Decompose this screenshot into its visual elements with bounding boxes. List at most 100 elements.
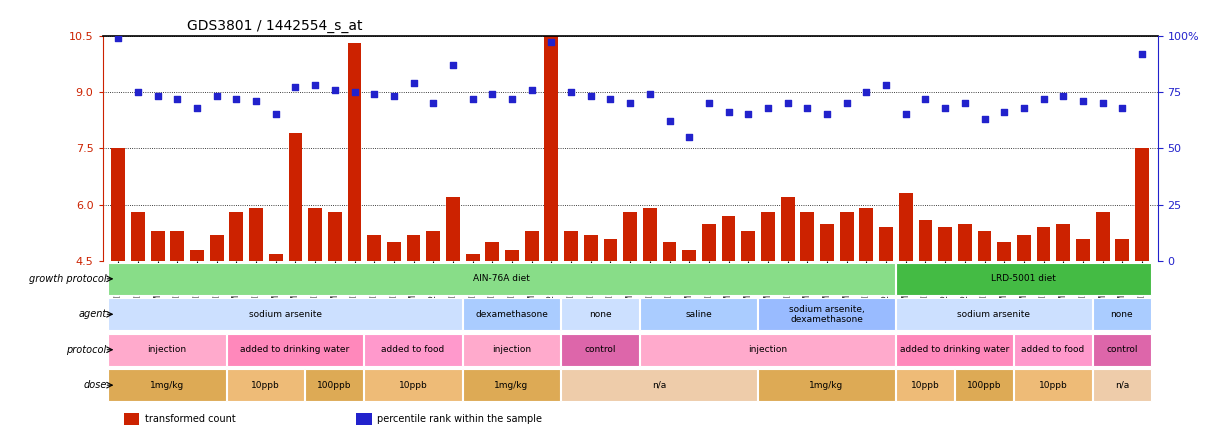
Point [1034,95,1053,102]
Bar [1017,235,1031,430]
Point [679,134,698,141]
Point [759,104,778,111]
Point [444,61,463,68]
Point [896,111,915,118]
Text: AIN-76A diet: AIN-76A diet [473,274,531,283]
Text: 10ppb: 10ppb [1038,381,1067,390]
Text: 1mg/kg: 1mg/kg [150,381,185,390]
FancyBboxPatch shape [364,369,462,401]
Bar [860,209,873,430]
Point [621,99,640,107]
Bar [229,212,244,430]
Text: 100ppb: 100ppb [967,381,1001,390]
Point [522,86,541,93]
Point [1113,104,1132,111]
FancyBboxPatch shape [227,334,363,366]
Bar [721,216,736,430]
Point [856,88,876,95]
Text: LRD-5001 diet: LRD-5001 diet [991,274,1055,283]
FancyBboxPatch shape [1093,369,1151,401]
Point [128,88,147,95]
Bar [702,223,716,430]
FancyBboxPatch shape [1093,334,1151,366]
Text: added to drinking water: added to drinking water [240,345,350,354]
Point [974,115,994,123]
FancyBboxPatch shape [1093,298,1151,330]
Point [562,88,581,95]
Point [286,84,305,91]
Point [385,93,404,100]
Bar [780,197,795,430]
Point [423,99,443,107]
Point [1093,99,1112,107]
FancyBboxPatch shape [305,369,363,401]
Point [778,99,797,107]
Bar [564,231,578,430]
Point [1054,93,1073,100]
Bar [761,212,774,430]
Bar [958,223,972,430]
FancyBboxPatch shape [759,298,895,330]
Bar [544,36,558,430]
FancyBboxPatch shape [955,369,1013,401]
FancyBboxPatch shape [463,298,561,330]
Bar [1076,238,1090,430]
FancyBboxPatch shape [896,298,1091,330]
Text: transformed count: transformed count [145,414,235,424]
Point [719,109,738,116]
Point [541,39,561,46]
Bar [427,231,440,430]
Bar [584,235,598,430]
Text: 10ppb: 10ppb [911,381,939,390]
Text: growth protocol: growth protocol [29,274,106,284]
Bar [250,209,263,430]
Point [503,95,522,102]
Point [227,95,246,102]
Bar [525,231,539,430]
Bar [1037,227,1050,430]
Point [1073,97,1093,104]
Text: injection: injection [492,345,531,354]
Point [482,91,502,98]
Bar [446,197,459,430]
Text: dose: dose [83,380,106,390]
Bar [938,227,952,430]
FancyBboxPatch shape [561,298,639,330]
Point [581,93,601,100]
Bar [151,231,164,430]
Point [837,99,856,107]
Point [738,111,757,118]
Point [1132,50,1152,57]
Point [955,99,974,107]
Text: added to food: added to food [381,345,445,354]
Bar [486,242,499,430]
Bar [505,250,519,430]
FancyBboxPatch shape [109,369,226,401]
Bar [269,254,282,430]
Bar [328,212,341,430]
Point [601,95,620,102]
Bar [1056,223,1070,430]
Bar [978,231,991,430]
Point [305,82,324,89]
Bar [683,250,696,430]
FancyBboxPatch shape [109,263,895,295]
Text: added to drinking water: added to drinking water [900,345,1009,354]
Text: 10ppb: 10ppb [399,381,427,390]
Text: added to food: added to food [1021,345,1084,354]
Point [187,104,206,111]
Point [109,34,128,41]
Bar [643,209,657,430]
Text: agent: agent [78,309,106,319]
Text: dexamethasone: dexamethasone [475,310,548,319]
Bar [170,231,185,430]
Bar [406,235,421,430]
Text: 1mg/kg: 1mg/kg [494,381,528,390]
Text: control: control [585,345,616,354]
Bar [801,212,814,430]
Bar [603,238,617,430]
FancyBboxPatch shape [1014,334,1091,366]
Bar [1096,212,1110,430]
Bar [111,148,125,430]
FancyBboxPatch shape [896,263,1151,295]
